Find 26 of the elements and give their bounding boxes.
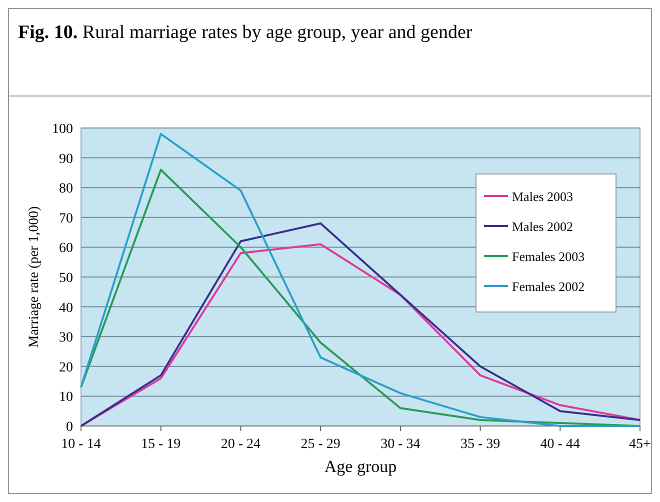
x-tick-label: 20 - 24	[220, 437, 261, 452]
y-tick-label: 40	[59, 300, 73, 316]
y-tick-label: 20	[59, 360, 73, 376]
x-tick-label: 35 - 39	[460, 437, 500, 452]
y-tick-label: 50	[59, 271, 73, 286]
legend-label: Females 2003	[512, 249, 585, 264]
y-tick-label: 70	[59, 211, 73, 226]
y-tick-label: 80	[59, 182, 73, 197]
y-axis-title: Marriage rate (per 1,000)	[27, 206, 42, 348]
legend-label: Males 2002	[512, 219, 574, 234]
legend-label: Males 2003	[512, 189, 574, 204]
x-tick-label: 30 - 34	[380, 437, 420, 452]
x-tick-label: 40 - 44	[540, 437, 580, 452]
chart-title: Fig. 10. Rural marriage rates by age group, year and gender	[18, 22, 473, 43]
y-tick-label: 90	[59, 152, 73, 167]
y-tick-label: 60	[59, 241, 73, 256]
y-tick-label: 100	[52, 122, 73, 137]
x-tick-label: 15 - 19	[141, 437, 181, 452]
x-tick-label: 10 - 14	[61, 437, 101, 452]
x-tick-label: 25 - 29	[300, 437, 340, 452]
legend-label: Females 2002	[512, 279, 585, 294]
y-tick-label: 10	[59, 390, 73, 406]
x-axis-title: Age group	[324, 457, 397, 476]
y-tick-label: 30	[59, 330, 73, 346]
x-tick-label: 45+	[629, 437, 652, 452]
y-tick-label: 0	[66, 420, 73, 435]
